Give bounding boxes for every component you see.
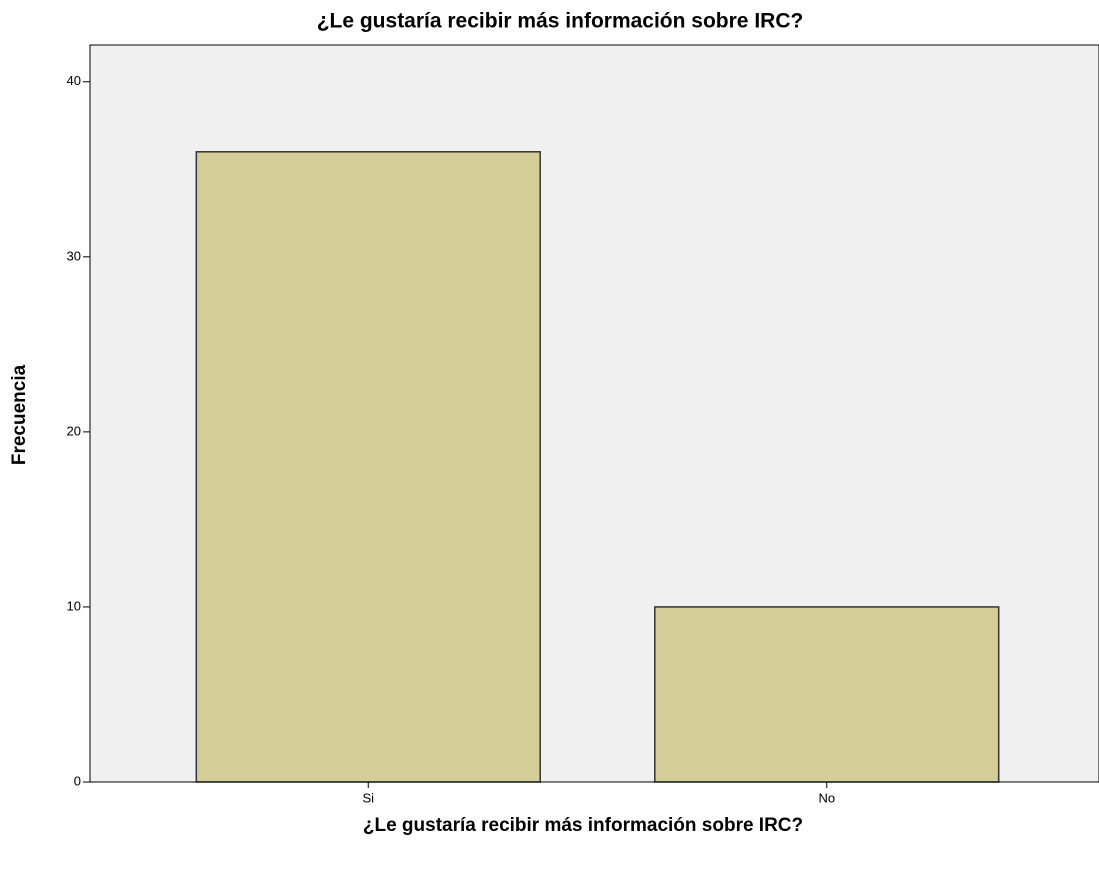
y-tick-label: 0 (74, 773, 81, 788)
x-axis-label: ¿Le gustaría recibir más información sob… (363, 815, 803, 836)
chart-title: ¿Le gustaría recibir más información sob… (317, 10, 804, 33)
x-tick-label: No (818, 790, 835, 805)
x-tick-label: Si (362, 790, 374, 805)
bar (195, 151, 541, 783)
y-axis-label: Frecuencia (9, 364, 30, 465)
y-tick-label: 40 (67, 73, 81, 88)
y-tick-label: 10 (67, 598, 81, 613)
y-tick-label: 30 (67, 248, 81, 263)
bar (654, 606, 1000, 783)
y-tick-label: 20 (67, 423, 81, 438)
